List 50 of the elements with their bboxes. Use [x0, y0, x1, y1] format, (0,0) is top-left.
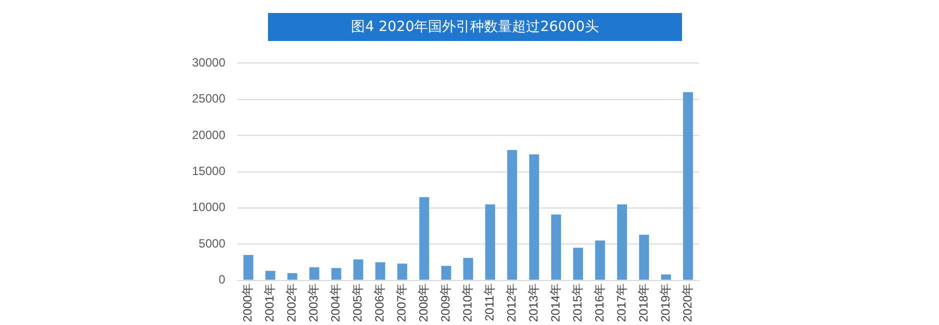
- x-tick-label: 2003年: [306, 283, 321, 322]
- x-tick-label: 2019年: [658, 283, 672, 322]
- bar: [265, 270, 276, 280]
- x-tick-label: 2005年: [350, 283, 365, 322]
- y-tick-label: 20000: [192, 128, 226, 142]
- bar: [617, 204, 628, 280]
- x-tick-label: 2018年: [636, 283, 650, 322]
- y-tick-label: 15000: [192, 164, 226, 178]
- bar: [243, 254, 254, 280]
- bar: [661, 274, 671, 280]
- x-tick-label: 2009年: [438, 283, 453, 322]
- chart-title: 图4 2020年国外引种数量超过26000头: [268, 13, 682, 41]
- y-tick-label: 25000: [192, 92, 226, 106]
- bar: [309, 267, 320, 280]
- bar: [353, 259, 364, 280]
- x-tick-label: 2016年: [592, 283, 606, 322]
- bar: [441, 266, 452, 280]
- x-tick-label: 2002年: [284, 283, 299, 322]
- bar: [331, 268, 342, 280]
- x-tick-label: 2007年: [394, 283, 409, 322]
- bar: [639, 234, 649, 280]
- bar: [573, 248, 584, 280]
- y-tick-label: 30000: [192, 56, 226, 70]
- bar: [529, 154, 540, 280]
- bar: [551, 214, 562, 280]
- bar: [595, 240, 606, 280]
- bar: [463, 258, 474, 280]
- x-tick-label: 2013年: [526, 283, 540, 322]
- x-tick-label: 2010年: [460, 283, 474, 322]
- y-tick-label: 0: [218, 272, 226, 287]
- bar: [375, 262, 386, 280]
- y-tick-label: 5000: [198, 236, 226, 250]
- x-tick-label: 2020年: [680, 283, 694, 322]
- x-tick-label: 2008年: [416, 283, 431, 322]
- y-tick-label: 10000: [192, 200, 226, 214]
- x-tick-label: 2001年: [262, 283, 277, 322]
- x-tick-label: 2015年: [570, 283, 584, 322]
- bar: [287, 273, 298, 280]
- x-tick-label: 2000年: [240, 283, 255, 322]
- x-tick-label: 2006年: [372, 283, 387, 322]
- x-tick-label: 2012年: [504, 283, 518, 322]
- bar: [485, 204, 496, 280]
- x-tick-label: 2011年: [482, 283, 496, 322]
- bar: [397, 264, 408, 280]
- x-tick-label: 2017年: [614, 283, 628, 322]
- bar: [507, 150, 518, 280]
- x-tick-label: 2014年: [548, 283, 562, 322]
- x-tick-label: 2004年: [328, 283, 343, 322]
- bar: [419, 197, 430, 280]
- bar: [683, 92, 693, 280]
